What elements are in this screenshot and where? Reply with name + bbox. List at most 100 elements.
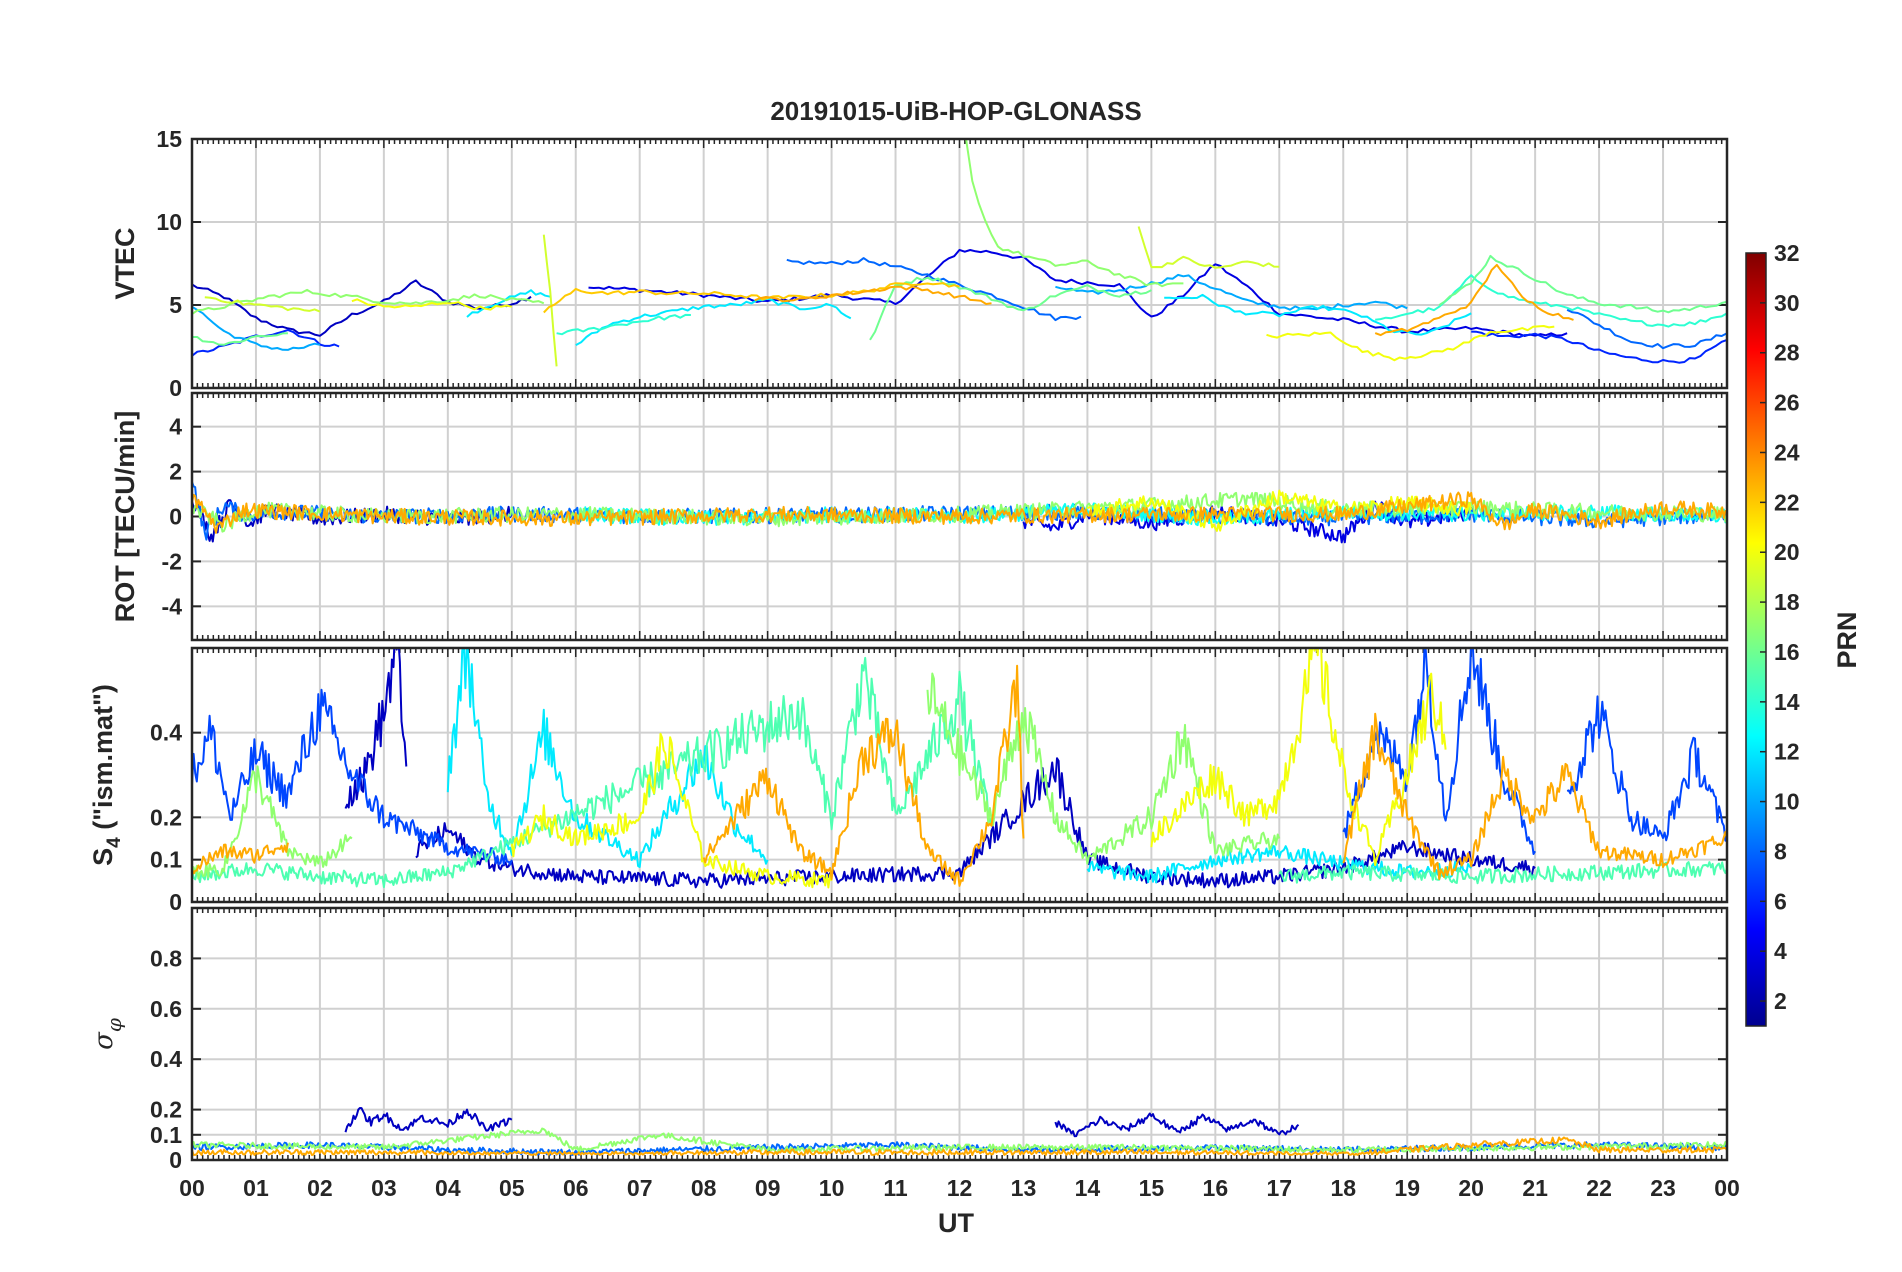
y-tick-label: 4 [169, 414, 182, 440]
series-line-prn-12 [575, 297, 852, 346]
colorbar-tick-label: 30 [1774, 290, 1800, 316]
panel-s4: 0 0.1 0.2 0.4 S4 ("ism.mat") [88, 646, 1729, 915]
x-tick-label: 20 [1458, 1175, 1484, 1201]
series-line-prn-16 [869, 276, 1152, 341]
series-line-prn-20 [1086, 489, 1473, 532]
series-line-prn-14 [556, 313, 691, 336]
chart-title: 20191015-UiB-HOP-GLONASS [770, 96, 1141, 126]
series-line-prn-20 [1266, 325, 1555, 362]
series-line-prn-19 [542, 234, 558, 367]
series-line-prn-20 [351, 298, 513, 311]
x-tick-label: 14 [1075, 1175, 1101, 1201]
x-tick-label: 18 [1330, 1175, 1356, 1201]
colorbar-tick-label: 16 [1774, 639, 1800, 665]
colorbar-tick-label: 14 [1774, 689, 1800, 715]
colorbar-tick-label: 2 [1774, 988, 1787, 1014]
colorbar-tick-label: 4 [1774, 938, 1787, 964]
series-line-prn-23 [192, 842, 289, 875]
series-line-prn-20 [510, 732, 833, 889]
y-axis-label: σφ [89, 1018, 126, 1050]
series-line-prn-22 [543, 282, 960, 314]
x-tick-label: 09 [755, 1175, 781, 1201]
series-line-prn-19 [204, 296, 321, 313]
y-tick-label: -2 [162, 548, 182, 574]
x-tick-label: 12 [947, 1175, 973, 1201]
panel-frame [190, 906, 1729, 1162]
y-tick-label: 15 [156, 126, 182, 152]
y-tick-label: 0.1 [150, 1122, 182, 1148]
x-tick-label: 16 [1203, 1175, 1229, 1201]
x-tick-label: 04 [435, 1175, 461, 1201]
colorbar-label: PRN [1832, 611, 1862, 668]
series-line-prn-12 [446, 648, 769, 868]
series-line-prn-12 [1164, 293, 1472, 336]
series-line-prn-7 [1566, 695, 1727, 842]
series-group [192, 648, 1727, 889]
colorbar-tick-label: 6 [1774, 888, 1787, 914]
y-tick-label: 0.2 [150, 1097, 182, 1123]
series-line-prn-3 [1054, 1112, 1300, 1138]
panel-frame [190, 137, 1729, 390]
series-line-prn-20 [1150, 648, 1447, 867]
series-line-prn-8 [1566, 308, 1727, 350]
series-line-prn-17 [965, 139, 1184, 288]
series-line-prn-23 [754, 285, 992, 305]
panel-vtec: 0 5 10 15 VTEC [110, 126, 1729, 401]
x-tick-label: 23 [1650, 1175, 1676, 1201]
series-line-prn-23 [1342, 712, 1727, 880]
x-tick-label: 05 [499, 1175, 525, 1201]
series-line-prn-3 [344, 648, 408, 809]
series-line-prn-17 [192, 1127, 1727, 1154]
series-line-prn-23 [1374, 263, 1574, 337]
x-tick-label: 03 [371, 1175, 397, 1201]
series-line-prn-3 [344, 1107, 513, 1133]
y-tick-label: 0.1 [150, 847, 182, 873]
x-tick-label: 22 [1586, 1175, 1612, 1201]
series-line-prn-16 [192, 332, 288, 346]
y-axis-label: ROT [TECU/min] [110, 411, 140, 622]
y-tick-label: 10 [156, 209, 182, 235]
x-tick-label: 01 [243, 1175, 269, 1201]
y-tick-label: 0.4 [150, 720, 182, 746]
x-tick-label: 00 [179, 1175, 205, 1201]
series-line-prn-12 [1086, 845, 1472, 884]
series-line-prn-10 [192, 305, 321, 351]
colorbar-tick-label: 12 [1774, 739, 1800, 765]
colorbar-tick-label: 18 [1774, 589, 1800, 615]
x-tick-label: 19 [1394, 1175, 1420, 1201]
colorbar-tick-label: 32 [1774, 240, 1800, 266]
series-line-prn-23 [702, 664, 1025, 887]
panel-frame [190, 646, 1729, 904]
x-tick-label: 00 [1714, 1175, 1740, 1201]
series-line-prn-17 [926, 672, 1281, 865]
x-tick-label: 15 [1139, 1175, 1165, 1201]
y-tick-label: 0 [169, 504, 182, 530]
series-line-prn-10 [1055, 273, 1408, 311]
series-line-prn-6 [1471, 330, 1727, 364]
colorbar-tick-label: 26 [1774, 390, 1800, 416]
x-tick-label: 08 [691, 1175, 717, 1201]
x-axis-ticks: 00 01 02 03 04 05 06 07 08 09 10 11 12 13 14 15 16 17 18 19… [179, 1175, 1740, 1201]
panel-frame [190, 391, 1729, 642]
colorbar-gradient [1745, 252, 1767, 1027]
series-line-prn-4 [588, 248, 1568, 337]
x-tick-label: 11 [883, 1175, 908, 1201]
colorbar-tick-label: 22 [1774, 489, 1800, 515]
series-line-prn-19 [1137, 226, 1280, 269]
series-line-prn-7 [192, 688, 513, 866]
series-line-prn-17 [192, 288, 545, 315]
y-tick-label: 0 [169, 1147, 182, 1173]
series-line-prn-14 [1375, 274, 1727, 328]
y-tick-label: 5 [169, 292, 182, 318]
colorbar-tick-label: 20 [1774, 539, 1800, 565]
y-tick-label: 2 [169, 459, 182, 485]
y-tick-label: 0 [169, 889, 182, 915]
y-tick-label: 0.6 [150, 996, 182, 1022]
colorbar-tick-label: 10 [1774, 789, 1800, 815]
series-line-prn-15 [1278, 861, 1727, 885]
panel-rot: -4 -2 0 2 4 ROT [TECU/min] [110, 391, 1729, 642]
